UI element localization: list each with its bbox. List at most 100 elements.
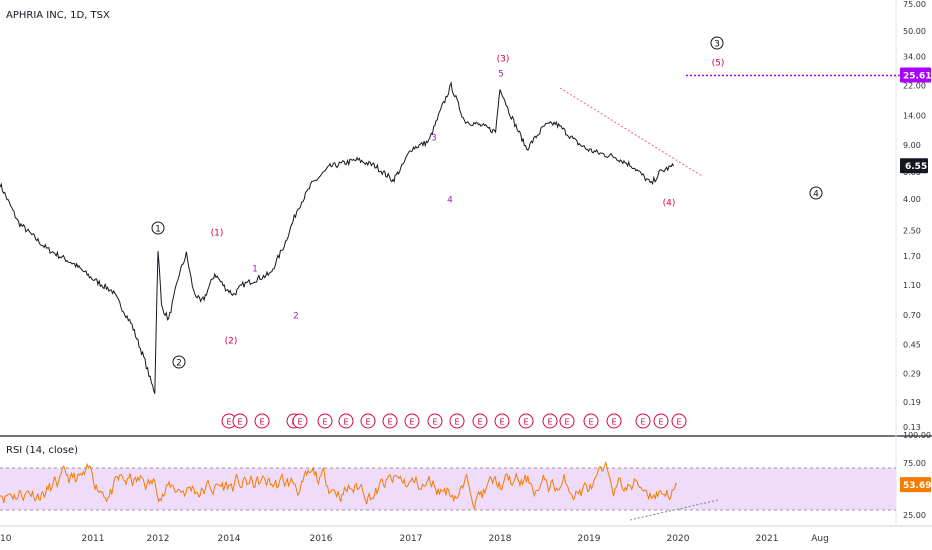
- earnings-marker-label: E: [409, 418, 414, 427]
- wave-label: 2: [176, 359, 182, 369]
- wave-label: 1: [155, 225, 161, 235]
- wave-label: 3: [431, 134, 437, 144]
- earnings-marker-label: E: [432, 418, 437, 427]
- earnings-marker-label: E: [454, 418, 459, 427]
- time-tick-label: Aug: [811, 534, 829, 544]
- wave-label: (5): [712, 59, 725, 69]
- earnings-marker[interactable]: [404, 413, 420, 429]
- wave-label-circle: [172, 355, 186, 369]
- wave-label: (1): [211, 229, 224, 239]
- price-tick-label: 0.13: [903, 423, 921, 432]
- time-tick-label: 2018: [489, 534, 512, 544]
- time-tick-label: 2019: [578, 534, 601, 544]
- price-tick-label: 22.00: [903, 82, 926, 91]
- time-tick-label: 2010: [0, 534, 12, 544]
- earnings-marker-label: E: [226, 418, 231, 427]
- price-tick-label: 34.00: [903, 53, 926, 62]
- time-tick-label: 2020: [667, 534, 690, 544]
- price-tick-label: 2.50: [903, 226, 921, 235]
- earnings-marker-label: E: [477, 418, 482, 427]
- last-price-label: 6.55: [905, 162, 927, 172]
- earnings-marker-label: E: [365, 418, 370, 427]
- rsi-title: RSI (14, close): [6, 445, 79, 456]
- earnings-marker[interactable]: [317, 413, 333, 429]
- price-tick-label: 0.45: [903, 340, 921, 349]
- earnings-marker-label: E: [297, 418, 302, 427]
- rsi-line: [0, 460, 677, 510]
- target-price-label: 25.61: [903, 71, 931, 81]
- earnings-marker[interactable]: [360, 413, 376, 429]
- time-tick-label: 2021: [756, 534, 779, 544]
- earnings-marker-label: E: [611, 418, 616, 427]
- price-tick-label: 0.19: [903, 398, 921, 407]
- rsi-tick-label: 75.00: [903, 459, 926, 468]
- price-tick-label: 50.00: [903, 27, 926, 36]
- time-tick-label: 2017: [400, 534, 423, 544]
- price-tick-label: 75.00: [903, 0, 926, 9]
- earnings-marker[interactable]: [583, 413, 599, 429]
- annotation-layer: 1 2 3 4 (1) (2) (3) (4) (5) 1 2 3 4 5: [151, 36, 900, 369]
- wave-label-circle: [710, 36, 724, 50]
- earnings-marker[interactable]: [427, 413, 443, 429]
- earnings-marker[interactable]: [449, 413, 465, 429]
- wave-label: (2): [225, 337, 238, 347]
- wave-label-circle: [809, 186, 823, 200]
- earnings-marker[interactable]: [494, 413, 510, 429]
- price-tick-label: 1.10: [903, 281, 921, 290]
- earnings-marker-label: E: [658, 418, 663, 427]
- wave-label: 2: [293, 312, 299, 322]
- price-series-line: [0, 81, 675, 394]
- earnings-marker-label: E: [588, 418, 593, 427]
- earnings-marker-label: E: [547, 418, 552, 427]
- earnings-marker[interactable]: [542, 413, 558, 429]
- earnings-marker[interactable]: [635, 413, 651, 429]
- earnings-marker[interactable]: [292, 413, 308, 429]
- time-tick-label: 2016: [310, 534, 333, 544]
- earnings-marker-label: E: [343, 418, 348, 427]
- time-tick-label: 2012: [147, 534, 170, 544]
- chart-title: APHRIA INC, 1D, TSX: [6, 10, 110, 21]
- earnings-marker[interactable]: [606, 413, 622, 429]
- earnings-marker-label: E: [499, 418, 504, 427]
- rsi-trendline: [629, 499, 719, 521]
- earnings-marker[interactable]: [232, 413, 248, 429]
- earnings-marker[interactable]: [338, 413, 354, 429]
- wave-label: 3: [714, 40, 720, 50]
- price-tick-label: 14.00: [903, 112, 926, 121]
- time-tick-label: 2014: [218, 534, 241, 544]
- grid-layer: [0, 0, 932, 527]
- price-tick-label: 9.00: [903, 141, 921, 150]
- earnings-marker[interactable]: [472, 413, 488, 429]
- earnings-marker-label: E: [523, 418, 528, 427]
- earnings-marker-label: E: [640, 418, 645, 427]
- wave-label: (3): [497, 55, 510, 65]
- earnings-layer[interactable]: EEEEEEEEEEEEEEEEEEEEEE: [221, 413, 687, 429]
- earnings-marker[interactable]: [382, 413, 398, 429]
- rsi-tick-label: 25.00: [903, 511, 926, 520]
- earnings-marker[interactable]: [518, 413, 534, 429]
- last-price-badge: [900, 158, 928, 174]
- earnings-marker[interactable]: [653, 413, 669, 429]
- earnings-marker-label: E: [237, 418, 242, 427]
- wave-label: (4): [663, 199, 676, 209]
- wave-label-circle: [151, 221, 165, 235]
- price-tick-label: 1.70: [903, 252, 921, 261]
- time-tick-label: 2011: [82, 534, 105, 544]
- price-tick-label: 0.29: [903, 370, 921, 379]
- wave-label: 5: [498, 70, 504, 80]
- resistance-trendline: [559, 87, 703, 177]
- price-tick-label: 0.70: [903, 311, 921, 320]
- earnings-marker[interactable]: [671, 413, 687, 429]
- rsi-value-badge: [900, 477, 931, 493]
- earnings-marker-label: E: [259, 418, 264, 427]
- price-layer: [0, 81, 675, 394]
- earnings-marker-label: E: [676, 418, 681, 427]
- rsi-value-label: 53.69: [903, 481, 931, 491]
- target-price-badge: [900, 67, 931, 83]
- earnings-marker-label: E: [564, 418, 569, 427]
- rsi-layer: [0, 460, 896, 521]
- earnings-marker[interactable]: [254, 413, 270, 429]
- earnings-marker[interactable]: [559, 413, 575, 429]
